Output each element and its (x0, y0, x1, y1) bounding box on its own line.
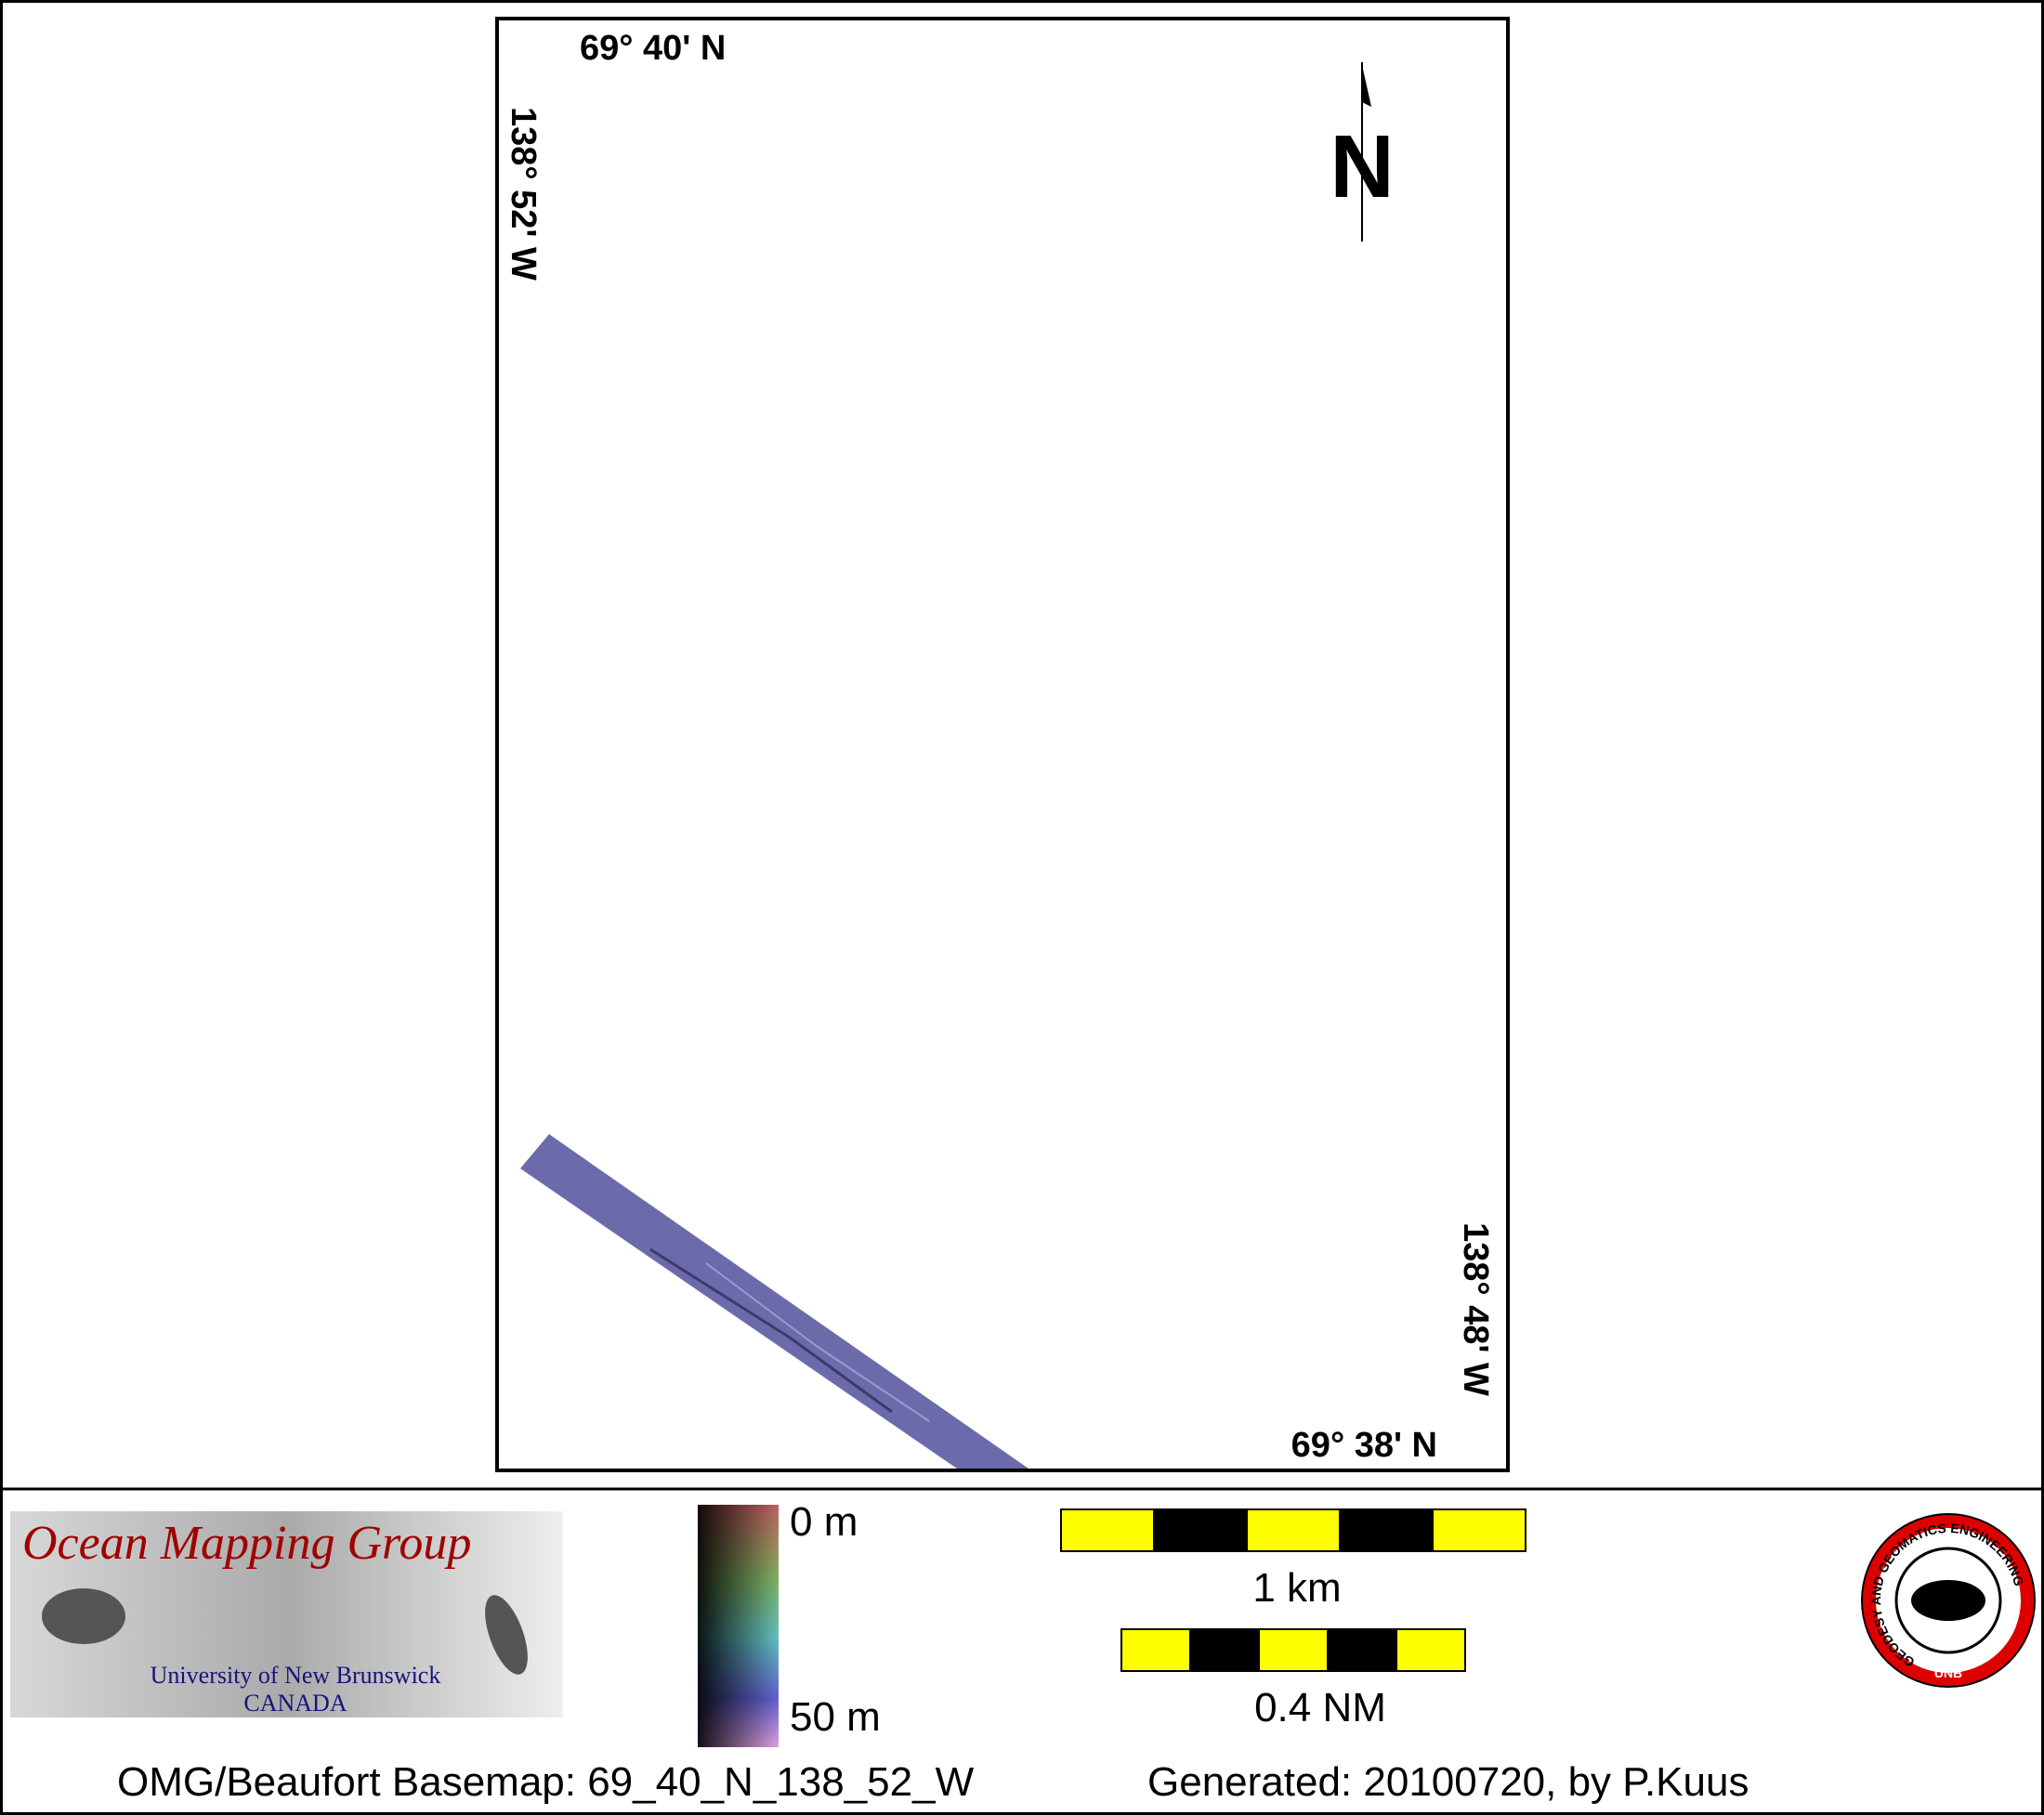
lon-label: 138° 48' W (1456, 1222, 1495, 1396)
lat-label: 69° 40' N (580, 29, 726, 68)
logo-vehicle (485, 1595, 528, 1675)
scale-bar-km (1060, 1508, 1526, 1552)
lon-label: 138° 52' W (504, 107, 543, 281)
depth-colorbar-shade (698, 1505, 779, 1747)
logo-title: Ocean Mapping Group (22, 1517, 471, 1570)
scale-bar-nm (1120, 1628, 1466, 1672)
lat-label: 69° 38' N (1291, 1426, 1437, 1465)
depth-bottom-label: 50 m (790, 1694, 881, 1740)
survey-swath (520, 1134, 1029, 1469)
footer-basemap: OMG/Beaufort Basemap: 69_40_N_138_52_W (117, 1759, 975, 1805)
seal-ring (1863, 1515, 2034, 1686)
logo-vehicle (42, 1588, 125, 1644)
logo-country: CANADA (243, 1690, 347, 1717)
depth-top-label: 0 m (790, 1499, 858, 1545)
scale-label: 1 km (1252, 1565, 1341, 1611)
scale-label: 0.4 NM (1254, 1685, 1386, 1730)
north-arrow-head (1362, 65, 1371, 107)
seal-globe (1911, 1580, 1985, 1621)
footer-generated: Generated: 20100720, by P.Kuus (1147, 1759, 1749, 1805)
seal-bottom-text: UNB (1934, 1665, 1962, 1680)
swath-texture (705, 1262, 930, 1422)
logo-university: University of New Brunswick (151, 1662, 441, 1689)
swath-texture (649, 1247, 893, 1414)
north-label: N (1330, 117, 1394, 216)
